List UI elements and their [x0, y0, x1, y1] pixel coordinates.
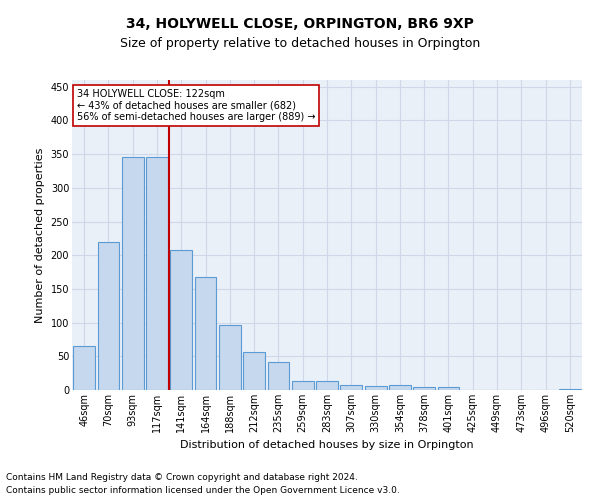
Bar [146, 157, 168, 390]
Bar [340, 384, 362, 390]
Bar [389, 386, 411, 390]
Bar [97, 242, 119, 390]
Bar [243, 352, 265, 390]
Bar [219, 324, 241, 390]
Bar [73, 346, 95, 390]
Text: 34, HOLYWELL CLOSE, ORPINGTON, BR6 9XP: 34, HOLYWELL CLOSE, ORPINGTON, BR6 9XP [126, 18, 474, 32]
Y-axis label: Number of detached properties: Number of detached properties [35, 148, 45, 322]
Text: Contains public sector information licensed under the Open Government Licence v3: Contains public sector information licen… [6, 486, 400, 495]
Bar [268, 362, 289, 390]
Bar [316, 381, 338, 390]
Text: Contains HM Land Registry data © Crown copyright and database right 2024.: Contains HM Land Registry data © Crown c… [6, 474, 358, 482]
Bar [413, 386, 435, 390]
Bar [437, 386, 460, 390]
Bar [194, 277, 217, 390]
Bar [122, 157, 143, 390]
Bar [559, 388, 581, 390]
Bar [292, 381, 314, 390]
Text: Size of property relative to detached houses in Orpington: Size of property relative to detached ho… [120, 38, 480, 51]
X-axis label: Distribution of detached houses by size in Orpington: Distribution of detached houses by size … [180, 440, 474, 450]
Bar [365, 386, 386, 390]
Bar [170, 250, 192, 390]
Text: 34 HOLYWELL CLOSE: 122sqm
← 43% of detached houses are smaller (682)
56% of semi: 34 HOLYWELL CLOSE: 122sqm ← 43% of detac… [77, 90, 316, 122]
